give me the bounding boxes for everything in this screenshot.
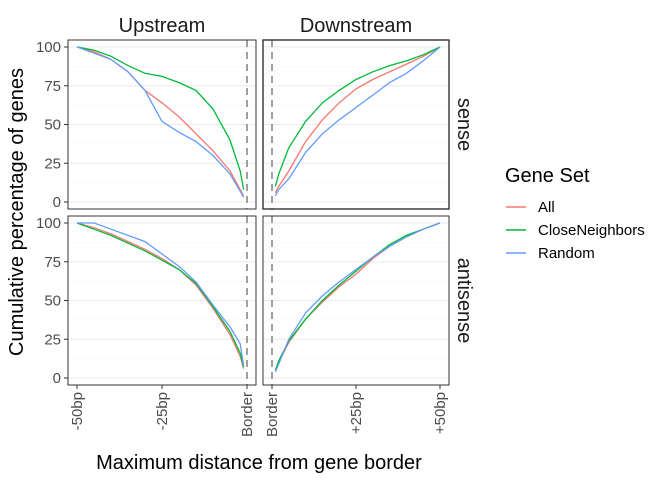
legend-label-all: All xyxy=(538,199,555,216)
y-tick-label: 50 xyxy=(44,117,61,134)
x-axis-title: Maximum distance from gene border xyxy=(96,452,422,474)
panel-upstream-antisense xyxy=(67,215,257,386)
panels xyxy=(67,39,450,386)
axes: Upstream Downstream sense antisense 0 25 50 75 1… xyxy=(36,15,475,437)
y-tick-label: 0 xyxy=(53,194,61,211)
x-tick-label: +50bp xyxy=(432,392,449,434)
series-line-all xyxy=(76,222,245,369)
y-tick-label: 100 xyxy=(36,39,61,56)
column-label-downstream: Downstream xyxy=(300,15,412,37)
panel-downstream-sense xyxy=(262,39,450,210)
series-line-all xyxy=(274,46,441,194)
column-label-upstream: Upstream xyxy=(119,15,206,37)
series-line-all xyxy=(274,222,441,373)
series-line-random xyxy=(274,46,441,197)
series-line-all xyxy=(76,46,245,197)
series-line-closeneighbors xyxy=(76,46,245,190)
y-tick-label: 25 xyxy=(44,155,61,172)
legend-label-closeneighbors: CloseNeighbors xyxy=(538,222,645,239)
y-tick-label: 0 xyxy=(53,370,61,387)
series-line-random xyxy=(274,222,441,373)
series-line-closeneighbors xyxy=(274,222,441,371)
x-tick-label: Border xyxy=(264,392,281,437)
x-tick-label: +25bp xyxy=(348,392,365,434)
row-label-sense: sense xyxy=(453,98,475,151)
series-line-closeneighbors xyxy=(76,222,245,368)
panel-upstream-sense xyxy=(67,39,257,210)
y-tick-label: 75 xyxy=(44,254,61,271)
series-line-random xyxy=(77,222,245,366)
panel-downstream-antisense xyxy=(262,215,450,386)
y-tick-label: 50 xyxy=(44,293,61,310)
legend-label-random: Random xyxy=(538,245,595,262)
x-tick-label: -25bp xyxy=(154,392,171,430)
legend: Gene Set All CloseNeighbors Random xyxy=(505,165,645,262)
x-tick-label: -50bp xyxy=(69,392,86,430)
y-tick-label: 25 xyxy=(44,331,61,348)
y-tick-label: 75 xyxy=(44,78,61,95)
row-label-antisense: antisense xyxy=(453,258,475,344)
panel-border xyxy=(262,39,450,210)
legend-title: Gene Set xyxy=(505,165,590,187)
y-tick-label: 100 xyxy=(36,215,61,232)
x-tick-label: Border xyxy=(239,392,256,437)
y-axis-title: Cumulative percentage of genes xyxy=(6,68,28,356)
series-line-closeneighbors xyxy=(274,46,441,187)
series-line-random xyxy=(76,46,245,198)
